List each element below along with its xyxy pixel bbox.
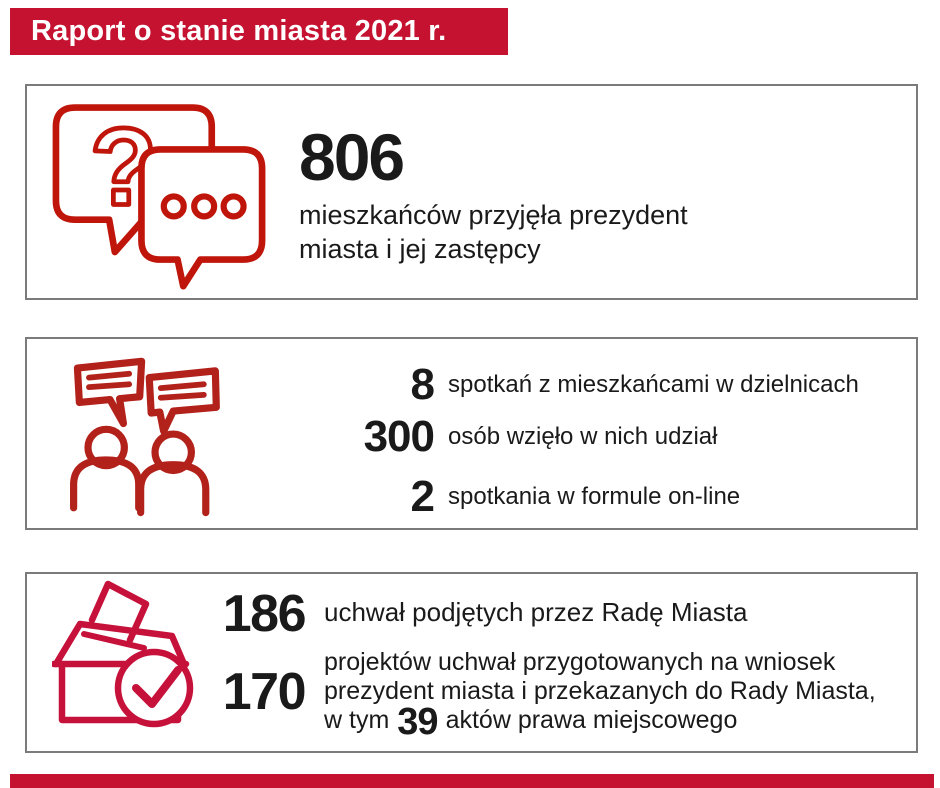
- card-resolutions: 186 uchwał podjętych przez Radę Miasta 1…: [25, 572, 918, 753]
- ballot-box-icon: [52, 580, 194, 728]
- stat-label-300: osób wzięło w nich udział: [448, 423, 718, 450]
- stat-label-2: spotkania w formule on-line: [448, 483, 741, 510]
- stat-value-300: 300: [363, 412, 435, 461]
- people-conversation-icon: [70, 357, 220, 517]
- chat-question-icon: ?: [52, 104, 266, 290]
- stat-value-806: 806: [299, 120, 405, 194]
- stat-label-170: projektów uchwał przygotowanych na wnios…: [324, 648, 876, 741]
- stat-value-8: 8: [410, 360, 435, 409]
- stat-value-39: 39: [397, 701, 438, 743]
- stat-label-line: projektów uchwał przygotowanych na wnios…: [324, 648, 836, 676]
- stat-label-186: uchwał podjętych przez Radę Miasta: [324, 597, 748, 627]
- stat-label-line: w tym 39 aktów prawa miejscowego: [324, 703, 876, 741]
- stat-label-fragment: aktów prawa miejscowego: [445, 706, 738, 734]
- stat-row-participants: 300 osób wzięło w nich udział: [267, 411, 901, 463]
- page-title: Raport o stanie miasta 2021 r.: [31, 15, 447, 47]
- stat-value-170: 170: [222, 663, 307, 721]
- stat-value-2: 2: [410, 472, 435, 521]
- stat-label-fragment: w tym: [324, 706, 390, 734]
- card-district-meetings: 8 spotkań z mieszkańcami w dzielnicach 3…: [25, 337, 918, 530]
- stat-value-186: 186: [222, 585, 307, 643]
- stat-label-line: mieszkańców przyjęła prezydent: [299, 200, 688, 230]
- stat-row-online: 2 spotkania w formule on-line: [267, 471, 901, 523]
- card-residents-received: ? 806 mieszkańców przyjęła prezydent mia…: [25, 84, 918, 300]
- bottom-accent-bar: [10, 774, 934, 788]
- stat-label-line: prezydent miasta i przekazanych do Rady …: [324, 677, 876, 705]
- stat-label-806: mieszkańców przyjęła prezydent miasta i …: [299, 198, 688, 266]
- stat-row-meetings: 8 spotkań z mieszkańcami w dzielnicach: [267, 359, 901, 411]
- report-title-banner: Raport o stanie miasta 2021 r.: [10, 8, 508, 55]
- stat-label-8: spotkań z mieszkańcami w dzielnicach: [448, 371, 859, 398]
- stat-label-line: miasta i jej zastępcy: [299, 234, 541, 264]
